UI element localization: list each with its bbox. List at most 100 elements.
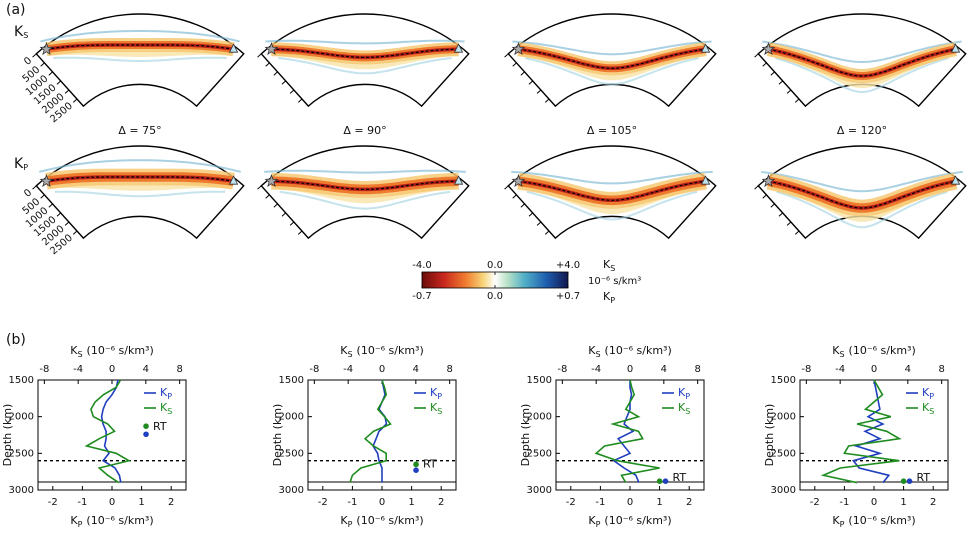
row-label: KP (14, 156, 28, 172)
label-symbol: K (603, 290, 611, 303)
x2-tick-label: -8 (557, 364, 567, 375)
profile-line (349, 379, 392, 483)
label-unit: (10⁻⁶ s/km³) (604, 514, 671, 527)
kernel-band (526, 190, 698, 221)
ray-path (46, 44, 234, 50)
depth-tick (794, 98, 800, 103)
x2-tick-label: 0 (871, 364, 877, 375)
x-tick-label: -2 (318, 497, 328, 508)
depth-tick (520, 203, 525, 208)
source-star (264, 42, 279, 56)
label-subscript: P (596, 520, 601, 529)
y-tick-label: 2500 (771, 448, 796, 459)
legend-entry: KS (678, 401, 690, 416)
kernel-band (776, 190, 948, 229)
label-subscript: S (23, 31, 28, 40)
depth-tick (536, 221, 542, 226)
x-tick-label: -1 (77, 497, 87, 508)
depth-tick (40, 194, 45, 199)
depth-tick (762, 194, 767, 199)
receiver (228, 43, 239, 53)
label-symbol: K (340, 344, 348, 357)
ray-path (518, 48, 706, 69)
kernel-band (265, 39, 465, 45)
x2-tick-label: -4 (835, 364, 845, 375)
x2-tick-label: -8 (801, 364, 811, 375)
colorbar-tick-label: +4.0 (556, 260, 580, 271)
rt-label: RT (917, 471, 931, 484)
ray-path (768, 180, 956, 209)
x-tick-label: 0 (627, 497, 633, 508)
rt-marker (906, 478, 913, 485)
x2-tick-label: 8 (446, 364, 452, 375)
label-symbol: K (340, 514, 348, 527)
receiver (228, 175, 239, 185)
y-tick-label: 1500 (9, 375, 34, 386)
x2-tick-label: -4 (343, 364, 353, 375)
x-tick-label: -2 (810, 497, 820, 508)
x-tick-label: 2 (930, 497, 936, 508)
y-tick-label: 3000 (527, 485, 552, 496)
rt-label: RT (153, 420, 167, 433)
kernel-band (525, 57, 699, 86)
colorbar-unit: 10⁻⁶ s/km³ (588, 276, 641, 287)
receiver (950, 175, 961, 185)
y-tick-label: 1500 (771, 375, 796, 386)
depth-tick (281, 80, 287, 85)
y-tick-label: 2000 (9, 412, 34, 423)
label-symbol: K (922, 401, 930, 414)
kernel-band (271, 179, 459, 192)
x-tick-label: -2 (48, 497, 58, 508)
row-label: KS (14, 24, 28, 40)
panel-label: (b) (6, 332, 26, 348)
profile-line (594, 379, 660, 484)
x2-tick-label: 8 (694, 364, 700, 375)
kernel-band (278, 57, 452, 75)
legend-entry: KS (160, 401, 172, 416)
y-tick-label: 2000 (527, 412, 552, 423)
kernel-band (264, 169, 466, 174)
source-star (511, 42, 526, 56)
label-unit: (10⁻⁶ s/km³) (849, 344, 916, 357)
depth-tick (265, 194, 270, 199)
label-subscript: S (347, 350, 352, 359)
x2-axis-label: KS (10⁻⁶ s/km³) (70, 344, 154, 359)
depth-tick (770, 203, 775, 208)
colorbar-tick-label: +0.7 (556, 291, 580, 302)
depth-tick (544, 230, 550, 235)
depth-tick (297, 230, 303, 235)
depth-tick (257, 53, 262, 58)
rt-marker (656, 478, 663, 485)
legend-entry: KP (678, 386, 690, 401)
depth-tick (754, 53, 759, 58)
depth-tick (528, 80, 534, 85)
x2-tick-label: -8 (309, 364, 319, 375)
x-axis-label: KP (10⁻⁶ s/km³) (70, 514, 153, 529)
depth-tick (297, 98, 303, 103)
label-subscript: P (348, 520, 353, 529)
rt-marker (143, 423, 149, 430)
y-tick-label: 2500 (279, 448, 304, 459)
depth-tick (64, 221, 70, 226)
wedge (757, 13, 967, 108)
rt-marker (900, 478, 907, 485)
x-tick-label: 0 (379, 497, 385, 508)
kernel-band (511, 170, 713, 185)
depth-tick (754, 185, 759, 190)
depth-tick (512, 62, 517, 67)
x2-axis-label: KS (10⁻⁶ s/km³) (588, 344, 672, 359)
label-symbol: K (160, 401, 168, 414)
colorbar-label: KP (603, 290, 615, 305)
depth-tick (528, 212, 534, 217)
depth-tick (48, 203, 53, 208)
label-subscript: S (77, 350, 82, 359)
rt-marker (143, 431, 149, 438)
y-axis-label: Depth (km) (1, 404, 14, 467)
depth-tick (265, 62, 270, 67)
source-star (511, 174, 526, 188)
depth-tick (64, 89, 70, 94)
x2-axis-label: KS (10⁻⁶ s/km³) (832, 344, 916, 359)
kernel-band (761, 170, 963, 193)
label-symbol: K (603, 258, 611, 271)
